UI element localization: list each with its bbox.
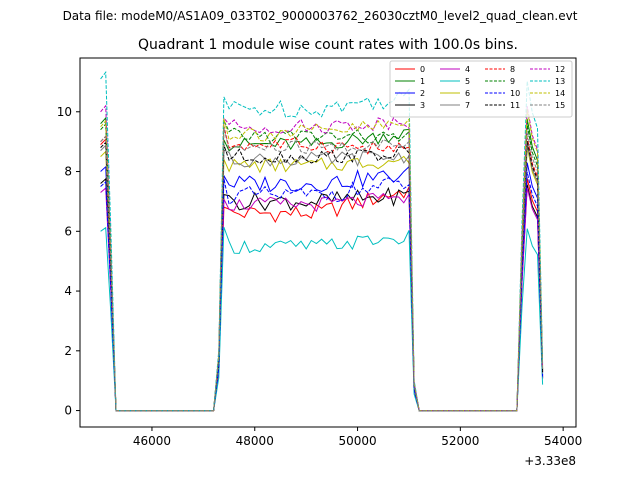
legend-label-0: 0 — [420, 65, 425, 74]
legend-label-9: 9 — [510, 77, 515, 86]
series-line-1 — [100, 116, 544, 412]
x-tick-label: 50000 — [338, 434, 376, 448]
legend-label-4: 4 — [465, 65, 470, 74]
legend-label-13: 13 — [555, 77, 565, 86]
legend-label-2: 2 — [420, 89, 425, 98]
series-line-8 — [100, 126, 544, 412]
suptitle: Data file: modeM0/AS1A09_033T02_90000037… — [63, 9, 578, 23]
x-tick-label: 52000 — [441, 434, 479, 448]
y-tick-label: 4 — [64, 284, 72, 298]
axes-frame — [79, 57, 577, 428]
chart-title: Quadrant 1 module wise count rates with … — [138, 37, 518, 53]
legend-label-15: 15 — [555, 101, 565, 110]
series-line-3 — [100, 177, 544, 412]
y-tick-label: 6 — [64, 224, 72, 238]
plot-area — [100, 70, 544, 412]
series-line-13 — [100, 70, 544, 412]
series-line-7 — [100, 143, 544, 412]
series-line-0 — [100, 138, 544, 412]
series-line-4 — [100, 187, 544, 412]
x-tick-label: 48000 — [236, 434, 274, 448]
series-line-15 — [100, 128, 544, 412]
series-line-11 — [100, 140, 544, 412]
series-line-9 — [100, 120, 544, 412]
legend-label-8: 8 — [510, 65, 515, 74]
legend-label-7: 7 — [465, 101, 470, 110]
y-tick-label: 2 — [64, 344, 72, 358]
series-line-6 — [100, 146, 544, 412]
x-tick-label: 54000 — [544, 434, 582, 448]
x-tick-label: 46000 — [133, 434, 171, 448]
x-offset-label: +3.33e8 — [524, 454, 576, 468]
y-tick-label: 0 — [64, 404, 72, 418]
legend-label-11: 11 — [510, 101, 520, 110]
legend-label-14: 14 — [555, 89, 565, 98]
series-line-2 — [100, 162, 544, 412]
legend-label-5: 5 — [465, 77, 470, 86]
series-line-5 — [100, 226, 544, 412]
legend-label-12: 12 — [555, 65, 565, 74]
y-tick-label: 8 — [64, 165, 72, 179]
y-tick-label: 10 — [57, 105, 72, 119]
legend-label-6: 6 — [465, 89, 470, 98]
legend-box — [389, 60, 573, 118]
legend-label-1: 1 — [420, 77, 425, 86]
legend-label-3: 3 — [420, 101, 425, 110]
legend-label-10: 10 — [510, 89, 520, 98]
